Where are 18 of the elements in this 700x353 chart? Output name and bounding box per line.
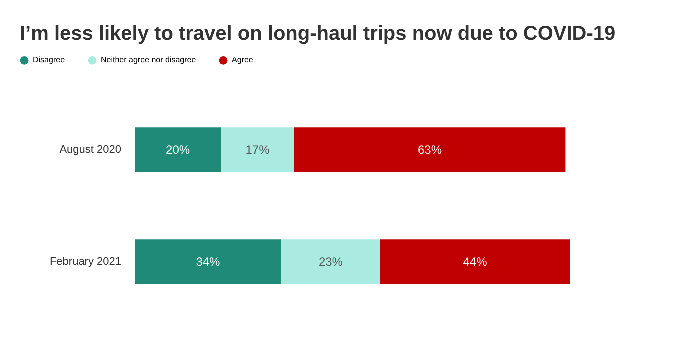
- bar: [135, 240, 282, 284]
- legend-label: Neither agree nor disagree: [101, 56, 197, 65]
- data-label: 20%: [166, 143, 190, 157]
- bar: [380, 240, 570, 284]
- data-label: 63%: [418, 143, 442, 157]
- y-tick-label: February 2021: [50, 256, 122, 268]
- legend-label: Disagree: [33, 56, 66, 65]
- bar: [221, 128, 294, 172]
- bar: [294, 128, 566, 172]
- bar: [281, 240, 380, 284]
- legend-label: Agree: [232, 56, 254, 65]
- data-label: 34%: [196, 255, 221, 269]
- data-label: 23%: [318, 255, 344, 269]
- data-label: 44%: [463, 255, 488, 269]
- data-label: 17%: [246, 143, 270, 157]
- bar: [135, 128, 222, 172]
- y-tick-label: August 2020: [60, 144, 122, 156]
- chart-title: I’m less likely to travel on long-haul trips now due to COVID-19: [20, 23, 616, 45]
